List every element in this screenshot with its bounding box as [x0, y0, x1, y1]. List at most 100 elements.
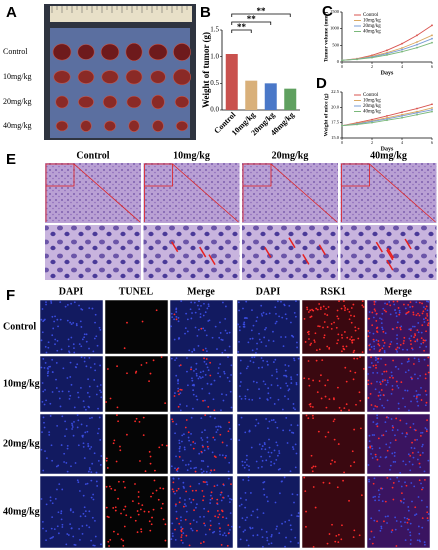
nucleus-dot	[221, 339, 224, 341]
nucleus-dot	[170, 465, 173, 468]
nucleus-dot	[211, 451, 214, 454]
nucleus-dot	[57, 532, 60, 535]
nucleus-dot	[391, 425, 394, 427]
nucleus-dot	[70, 336, 73, 339]
nucleus-dot	[257, 422, 260, 425]
nucleus-dot	[404, 389, 407, 392]
nucleus-dot	[69, 361, 72, 364]
signal-dot	[114, 489, 116, 491]
series-line	[341, 103, 433, 127]
signal-dot	[217, 516, 220, 519]
nucleus-dot	[402, 397, 404, 400]
signal-dot	[309, 309, 312, 312]
nucleus-dot	[281, 480, 283, 483]
column-header: 20mg/kg	[272, 150, 309, 161]
signal-dot	[427, 324, 429, 327]
nucleus-dot	[239, 497, 242, 500]
signal-dot	[386, 477, 389, 479]
nucleus-dot	[68, 351, 71, 354]
nucleus-dot	[373, 519, 376, 522]
signal-dot	[384, 363, 387, 366]
nucleus-dot	[66, 377, 69, 379]
series-point	[401, 42, 403, 45]
signal-dot	[397, 307, 400, 309]
signal-dot	[399, 343, 402, 346]
signal-dot	[228, 421, 231, 424]
signal-dot	[177, 405, 180, 408]
nucleus-dot	[388, 446, 391, 449]
nucleus-dot	[292, 403, 295, 405]
nucleus-dot	[374, 495, 376, 498]
nucleus-dot	[188, 439, 191, 442]
nucleus-dot	[260, 313, 263, 315]
nucleus-dot	[51, 358, 54, 361]
nucleus-dot	[417, 331, 420, 334]
nucleus-dot	[367, 446, 370, 449]
row-label: 20mg/kg	[3, 97, 31, 106]
nucleus-dot	[70, 527, 73, 530]
signal-dot	[307, 360, 310, 362]
fluorescence-image	[301, 475, 366, 549]
nucleus-dot	[258, 443, 261, 446]
signal-dot	[180, 539, 183, 542]
panel-label: E	[6, 151, 16, 168]
signal-dot	[332, 420, 335, 423]
signal-dot	[361, 300, 364, 303]
signal-dot	[161, 444, 164, 446]
nucleus-dot	[171, 535, 174, 537]
nucleus-dot	[227, 470, 230, 473]
nucleus-dot	[395, 315, 398, 318]
signal-dot	[343, 305, 346, 307]
nucleus-dot	[47, 346, 50, 349]
nucleus-dot	[396, 334, 398, 337]
nucleus-dot	[52, 327, 55, 330]
nucleus-dot	[290, 382, 293, 384]
signal-dot	[173, 395, 176, 397]
nucleus-dot	[61, 390, 64, 393]
signal-dot	[155, 309, 158, 312]
signal-dot	[407, 518, 410, 521]
signal-dot	[120, 512, 122, 515]
nucleus-dot	[262, 481, 265, 484]
nucleus-dot	[373, 345, 376, 348]
signal-dot	[106, 515, 109, 518]
signal-dot	[421, 302, 423, 305]
nucleus-dot	[50, 527, 53, 530]
nucleus-dot	[396, 351, 399, 353]
nucleus-dot	[380, 322, 383, 325]
signal-dot	[392, 482, 395, 484]
signal-dot	[375, 327, 378, 330]
nucleus-dot	[170, 325, 172, 328]
signal-dot	[175, 318, 178, 321]
nucleus-dot	[393, 451, 396, 454]
nucleus-dot	[253, 356, 256, 358]
nucleus-dot	[56, 424, 59, 427]
nucleus-dot	[73, 543, 76, 546]
nucleus-dot	[55, 362, 58, 364]
signal-dot	[392, 498, 395, 501]
nucleus-dot	[89, 417, 91, 420]
signal-dot	[189, 522, 192, 525]
bar	[284, 88, 297, 110]
nucleus-dot	[83, 406, 86, 408]
signal-dot	[179, 364, 182, 366]
nucleus-dot	[413, 395, 416, 397]
nucleus-dot	[73, 421, 75, 423]
signal-dot	[319, 308, 322, 311]
nucleus-dot	[175, 311, 178, 313]
nucleus-dot	[228, 380, 231, 383]
y-axis-label: Weight of tumor (g)	[201, 32, 211, 108]
nucleus-dot	[57, 511, 60, 514]
signal-dot	[175, 503, 177, 506]
nucleus-dot	[263, 336, 266, 339]
nucleus-dot	[69, 376, 72, 378]
signal-dot	[348, 318, 351, 321]
tumor	[148, 43, 168, 61]
nucleus-dot	[423, 541, 426, 544]
signal-dot	[392, 376, 394, 379]
signal-dot	[398, 313, 401, 316]
signal-dot	[180, 536, 183, 538]
nucleus-dot	[270, 535, 273, 538]
signal-dot	[204, 414, 207, 417]
bar	[225, 54, 238, 110]
